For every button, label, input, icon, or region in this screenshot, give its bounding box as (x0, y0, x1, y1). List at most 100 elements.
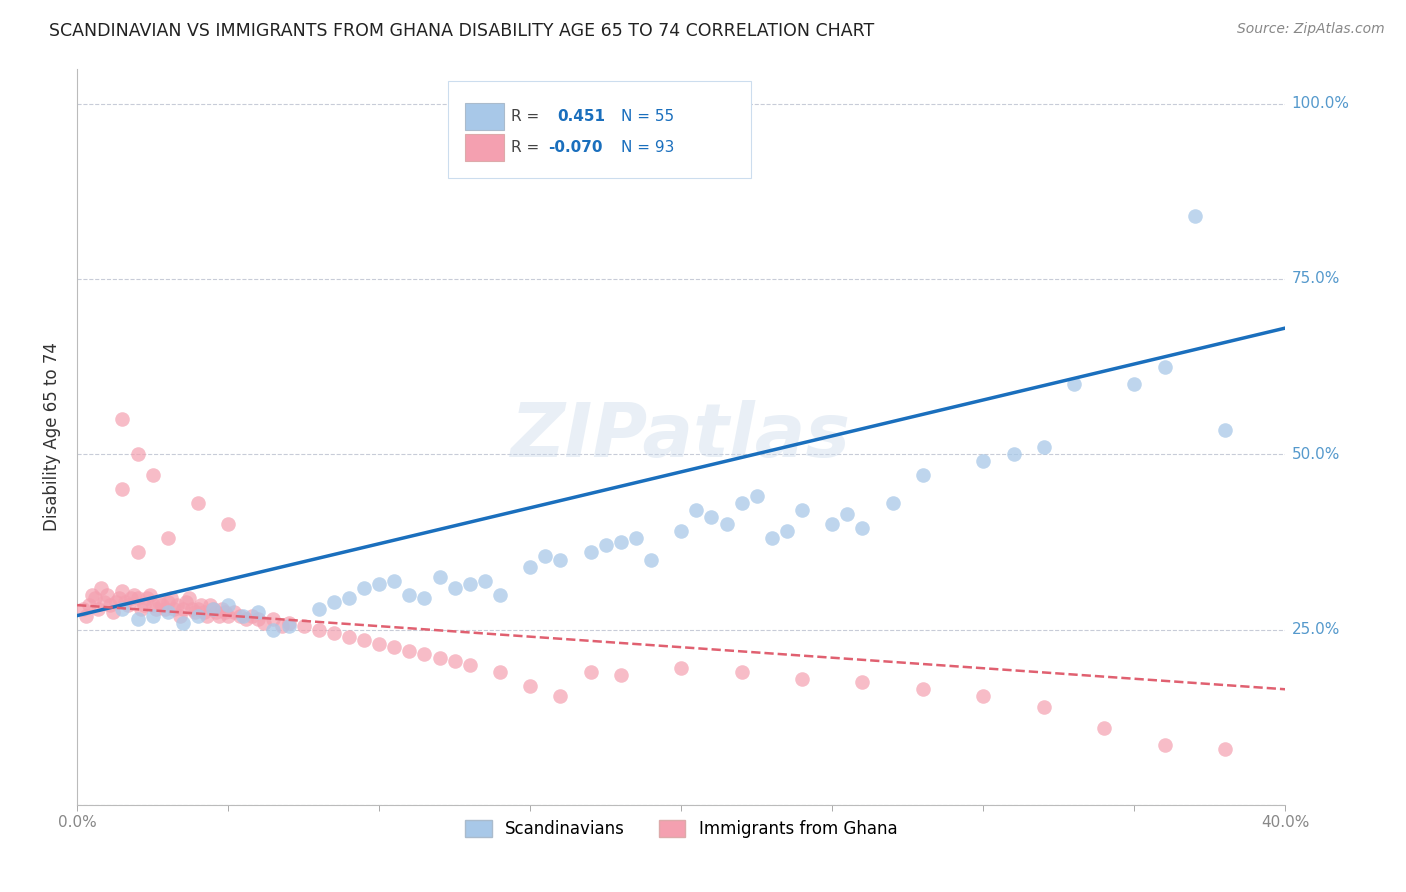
Point (413, 647, 436, 661)
Point (382, 574, 405, 588)
Point (127, 612, 149, 626)
Point (730, 665, 752, 679)
Point (153, 601, 176, 615)
Point (190, 598, 212, 612)
Point (172, 601, 194, 615)
Point (322, 594, 344, 608)
Point (911, 468, 934, 483)
Point (489, 588, 512, 602)
Point (217, 517, 239, 532)
Point (208, 608, 231, 623)
Point (96, 588, 118, 602)
Point (1213, 742, 1236, 756)
Point (187, 608, 209, 623)
Point (1032, 699, 1054, 714)
Point (224, 605, 246, 619)
Point (82, 588, 104, 602)
Text: 50.0%: 50.0% (1292, 447, 1340, 462)
Point (150, 598, 173, 612)
Point (202, 601, 225, 615)
Point (640, 552, 662, 566)
Text: R =: R = (510, 140, 538, 155)
Point (851, 521, 873, 535)
Point (217, 598, 239, 612)
Point (111, 412, 134, 426)
Point (1032, 440, 1054, 454)
Point (127, 545, 149, 559)
Point (105, 594, 128, 608)
Y-axis label: Disability Age 65 to 74: Disability Age 65 to 74 (44, 343, 60, 532)
Point (579, 545, 602, 559)
Point (111, 601, 134, 615)
Point (1184, 209, 1206, 223)
Point (193, 605, 215, 619)
Point (232, 608, 254, 623)
Point (156, 532, 179, 546)
Point (550, 552, 572, 566)
Point (610, 535, 633, 549)
Point (145, 601, 167, 615)
Point (458, 657, 481, 672)
Point (111, 483, 134, 497)
Point (156, 594, 179, 608)
Point (163, 601, 186, 615)
Point (337, 591, 360, 606)
Point (117, 598, 139, 612)
Point (443, 581, 465, 595)
Point (429, 570, 451, 584)
Point (458, 577, 481, 591)
Point (382, 640, 405, 655)
Point (132, 598, 155, 612)
Point (337, 630, 360, 644)
Point (174, 594, 197, 608)
Text: SCANDINAVIAN VS IMMIGRANTS FROM GHANA DISABILITY AGE 65 TO 74 CORRELATION CHART: SCANDINAVIAN VS IMMIGRANTS FROM GHANA DI… (49, 22, 875, 40)
Text: N = 55: N = 55 (621, 109, 673, 124)
Point (595, 539, 617, 553)
Point (90, 581, 112, 595)
Point (271, 619, 294, 633)
Point (292, 619, 315, 633)
Point (761, 532, 783, 546)
Point (121, 591, 143, 606)
Point (911, 682, 934, 697)
Point (135, 591, 157, 606)
Point (129, 601, 152, 615)
Text: 0.451: 0.451 (557, 109, 605, 124)
Point (262, 623, 284, 637)
Point (700, 510, 723, 524)
Point (730, 496, 752, 510)
Point (211, 601, 233, 615)
Point (177, 591, 200, 606)
Point (277, 615, 299, 630)
Point (1002, 447, 1025, 461)
Legend: Scandinavians, Immigrants from Ghana: Scandinavians, Immigrants from Ghana (458, 813, 904, 845)
Point (184, 605, 207, 619)
Point (519, 679, 541, 693)
Point (837, 507, 859, 521)
Point (142, 468, 165, 483)
Point (972, 690, 994, 704)
Text: ZIPatlas: ZIPatlas (512, 401, 851, 474)
Point (87, 601, 110, 615)
Point (159, 591, 181, 606)
Point (127, 447, 149, 461)
Point (108, 591, 131, 606)
Point (353, 633, 375, 648)
Point (75, 608, 97, 623)
Text: N = 93: N = 93 (621, 140, 675, 155)
Point (610, 668, 633, 682)
Point (114, 594, 136, 608)
Point (579, 665, 602, 679)
Point (156, 605, 179, 619)
Point (550, 690, 572, 704)
Point (624, 532, 647, 546)
Point (235, 612, 257, 626)
Point (1153, 359, 1175, 374)
Point (882, 496, 904, 510)
Point (229, 608, 252, 623)
Point (776, 524, 799, 539)
Point (205, 605, 228, 619)
Point (308, 601, 330, 615)
Text: 25.0%: 25.0% (1292, 622, 1340, 637)
Point (187, 601, 209, 615)
